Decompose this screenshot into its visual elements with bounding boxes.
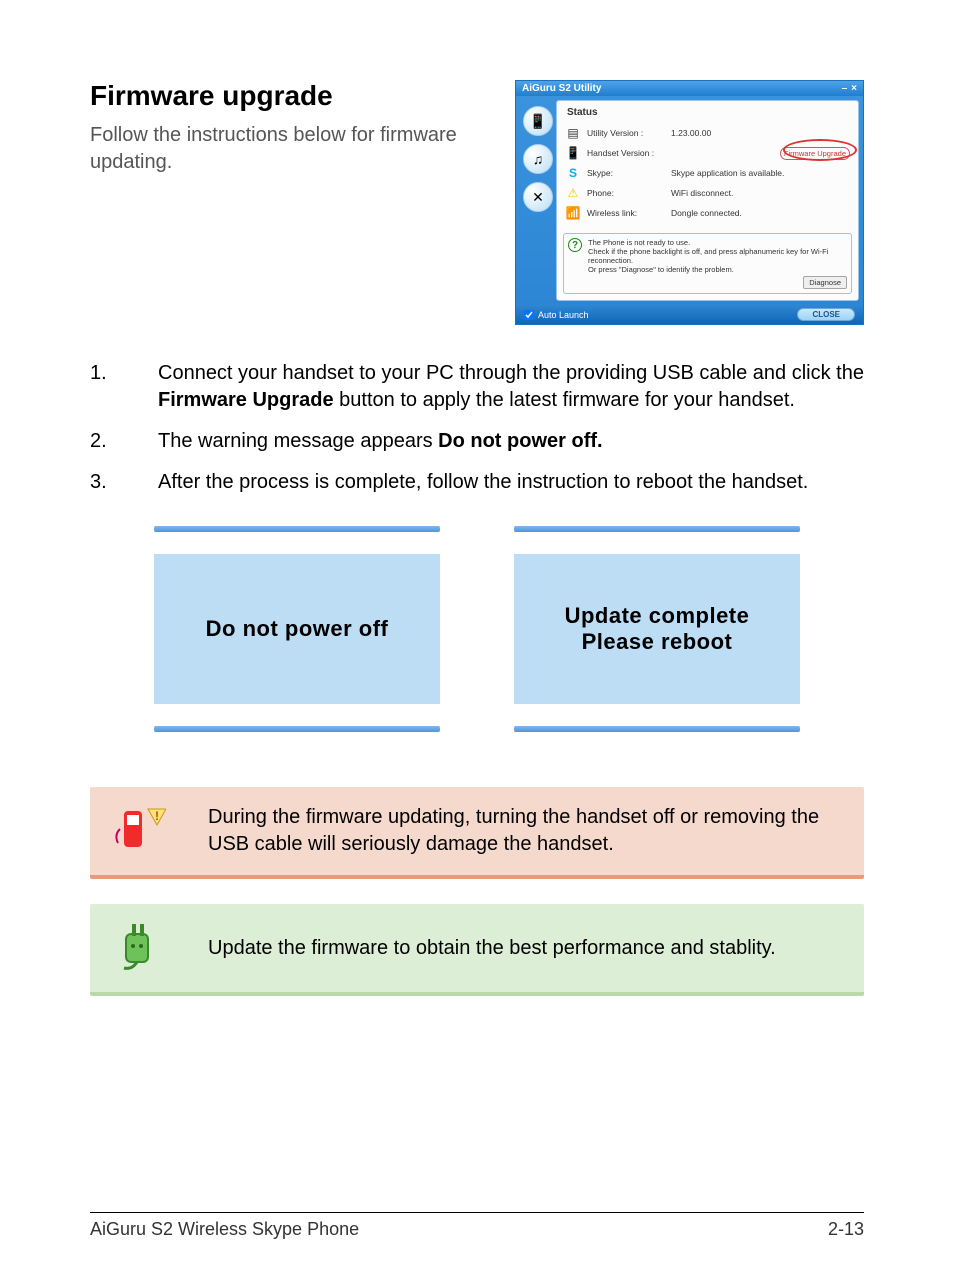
steps-list: 1. Connect your handset to your PC throu…: [90, 360, 864, 496]
step-2: 2. The warning message appears Do not po…: [90, 428, 864, 455]
page-heading: Firmware upgrade: [90, 80, 490, 112]
window-title: AiGuru S2 Utility: [522, 83, 601, 94]
msg-bottom-bar: [514, 726, 800, 732]
nav-tools-icon[interactable]: ✕: [523, 182, 553, 212]
value: WiFi disconnect.: [671, 188, 850, 198]
help-icon: ?: [568, 238, 582, 252]
handset-icon: 📱: [565, 146, 581, 160]
nav-column: 📱 ♫ ✕: [520, 100, 556, 301]
row-skype: S Skype: Skype application is available.: [563, 163, 852, 183]
list-icon: ▤: [565, 126, 581, 140]
skype-icon: S: [565, 166, 581, 180]
step-text: After the process is complete, follow th…: [158, 469, 808, 496]
row-handset-version: 📱 Handset Version : Firmware Upgrade: [563, 143, 852, 163]
intro-text: Follow the instructions below for firmwa…: [90, 122, 490, 176]
step-number: 3.: [90, 469, 130, 496]
info-text: The Phone is not ready to use. Check if …: [588, 238, 847, 274]
warning-icon: ⚠: [565, 186, 581, 200]
step-3: 3. After the process is complete, follow…: [90, 469, 864, 496]
warning-text: During the firmware updating, turning th…: [208, 804, 846, 858]
close-button[interactable]: CLOSE: [797, 308, 855, 321]
heading-column: Firmware upgrade Follow the instructions…: [90, 80, 490, 325]
label: Phone:: [587, 188, 665, 198]
label: Skype:: [587, 168, 665, 178]
wireless-icon: 📶: [565, 206, 581, 220]
utility-body: 📱 ♫ ✕ Status ▤ Utility Version : 1.23.00…: [516, 96, 863, 305]
value: Dongle connected.: [671, 208, 850, 218]
status-list: ▤ Utility Version : 1.23.00.00 📱 Handset…: [563, 123, 852, 223]
message-row: Do not power off Update complete Please …: [90, 526, 864, 732]
utility-window: AiGuru S2 Utility – × 📱 ♫ ✕ Status ▤ Uti…: [515, 80, 864, 325]
msg-top-bar: [154, 526, 440, 532]
msg-bottom-bar: [154, 726, 440, 732]
content-panel: Status ▤ Utility Version : 1.23.00.00 📱 …: [556, 100, 859, 301]
step-text: Connect your handset to your PC through …: [158, 360, 864, 414]
top-row: Firmware upgrade Follow the instructions…: [90, 80, 864, 325]
label: Utility Version :: [587, 128, 665, 138]
msg-content: Do not power off: [154, 554, 440, 704]
auto-launch-checkbox[interactable]: Auto Launch: [524, 310, 589, 320]
close-icon[interactable]: ×: [851, 83, 857, 94]
label: Wireless link:: [587, 208, 665, 218]
auto-launch-label: Auto Launch: [538, 310, 589, 320]
row-phone: ⚠ Phone: WiFi disconnect.: [563, 183, 852, 203]
value: Skype application is available.: [671, 168, 850, 178]
page-footer: AiGuru S2 Wireless Skype Phone 2-13: [90, 1212, 864, 1240]
msg-box-left: Do not power off: [152, 526, 442, 732]
step-number: 2.: [90, 428, 130, 455]
step-1: 1. Connect your handset to your PC throu…: [90, 360, 864, 414]
footer-left: AiGuru S2 Wireless Skype Phone: [90, 1219, 359, 1240]
warning-callout: ! During the firmware updating, turning …: [90, 787, 864, 879]
titlebar: AiGuru S2 Utility – ×: [516, 81, 863, 96]
msg-text-2: Please reboot: [582, 629, 733, 655]
step-text: The warning message appears Do not power…: [158, 428, 603, 455]
row-wireless: 📶 Wireless link: Dongle connected.: [563, 203, 852, 223]
nav-music-icon[interactable]: ♫: [523, 144, 553, 174]
diagnose-button[interactable]: Diagnose: [803, 276, 847, 289]
msg-text: Do not power off: [206, 616, 389, 642]
tip-plug-icon: [108, 918, 168, 978]
auto-launch-cb-input[interactable]: [524, 310, 534, 320]
tip-text: Update the firmware to obtain the best p…: [208, 935, 776, 962]
value: 1.23.00.00: [671, 128, 850, 138]
minimize-icon[interactable]: –: [842, 83, 848, 94]
msg-top-bar: [514, 526, 800, 532]
info-box: ? The Phone is not ready to use. Check i…: [563, 233, 852, 294]
msg-content: Update complete Please reboot: [514, 554, 800, 704]
warning-phone-icon: !: [108, 801, 168, 861]
status-tab[interactable]: Status: [563, 105, 852, 120]
bottom-bar: Auto Launch CLOSE: [516, 305, 863, 324]
step-number: 1.: [90, 360, 130, 414]
footer-right: 2-13: [828, 1219, 864, 1240]
msg-box-right: Update complete Please reboot: [512, 526, 802, 732]
svg-text:!: !: [155, 809, 159, 823]
label: Handset Version :: [587, 148, 665, 158]
highlight-circle: [783, 139, 857, 161]
msg-text-1: Update complete: [565, 603, 750, 629]
window-controls: – ×: [842, 83, 857, 94]
tip-callout: Update the firmware to obtain the best p…: [90, 904, 864, 996]
nav-phone-icon[interactable]: 📱: [523, 106, 553, 136]
